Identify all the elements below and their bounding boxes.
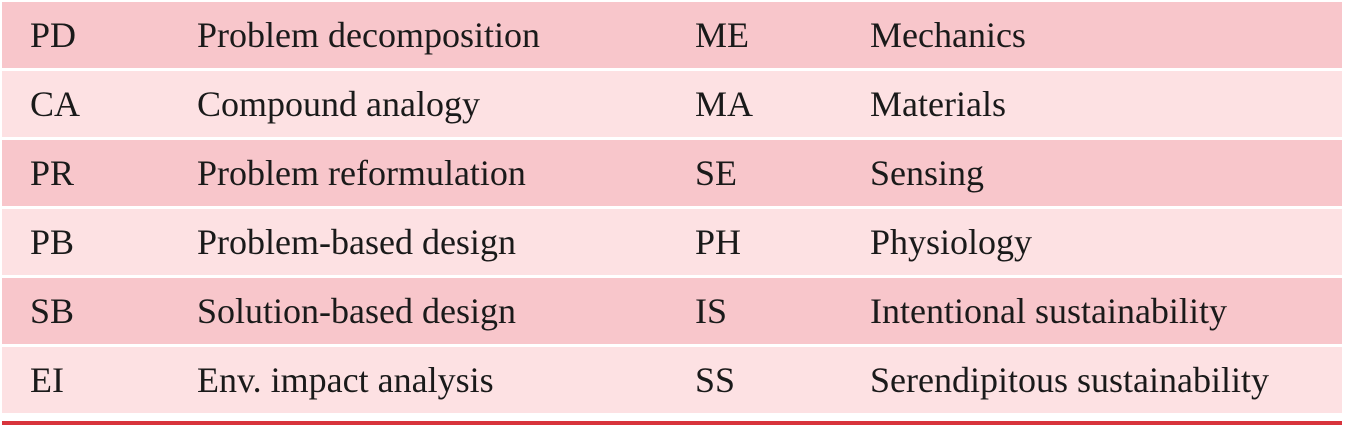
description: Serendipitous sustainability [870, 360, 1269, 400]
table-row: CA Compound analogy MA Materials [2, 71, 1342, 137]
description: Materials [870, 84, 1006, 124]
bottom-rule [2, 421, 1342, 425]
description: Mechanics [870, 15, 1026, 55]
table-row: SB Solution-based design IS Intentional sus… [2, 278, 1342, 344]
description: Problem decomposition [197, 15, 540, 55]
description: Compound analogy [197, 84, 480, 124]
description: Intentional sustainability [870, 291, 1227, 331]
description: Problem-based design [197, 222, 516, 262]
description: Sensing [870, 153, 985, 193]
abbreviation: PH [695, 222, 742, 262]
table-row: PD Problem decomposition ME Mechanics [2, 2, 1342, 68]
abbreviation: SS [695, 360, 736, 400]
table-row: EI Env. impact analysis SS Serendipitous su… [2, 347, 1342, 413]
abbreviation: MA [695, 84, 754, 124]
abbreviation: PB [30, 222, 75, 262]
abbreviation: SB [30, 291, 75, 331]
abbreviation: IS [695, 291, 728, 331]
abbreviation: PR [30, 153, 75, 193]
description: Problem reformulation [197, 153, 526, 193]
abbreviation: CA [30, 84, 81, 124]
abbreviation: SE [695, 153, 738, 193]
description: Physiology [870, 222, 1033, 262]
description: Solution-based design [197, 291, 516, 331]
abbreviation: ME [695, 15, 749, 55]
table-row: PR Problem reformulation SE Sensing [2, 140, 1342, 206]
description: Env. impact analysis [197, 360, 494, 400]
table-row: PB Problem-based design PH Physiology [2, 209, 1342, 275]
abbreviation: EI [30, 360, 64, 400]
abbreviation: PD [30, 15, 77, 55]
